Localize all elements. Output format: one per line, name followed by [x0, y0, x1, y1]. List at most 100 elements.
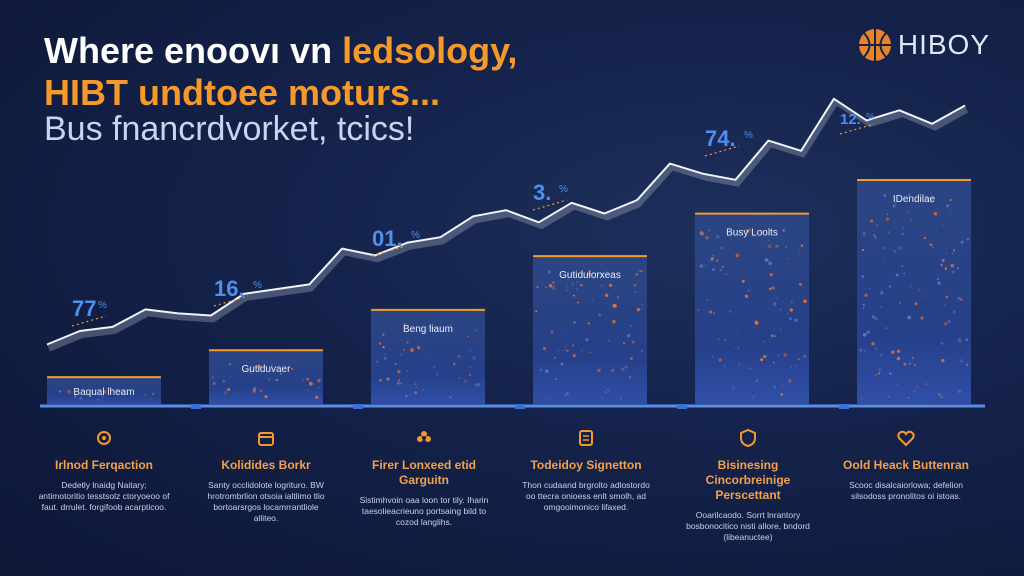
bar-sparkle [874, 347, 877, 350]
bar-sparkle [874, 317, 878, 320]
bar-sparkle [795, 365, 797, 367]
bar-sparkle [753, 326, 756, 329]
bar-sparkle [102, 395, 104, 397]
bar-sparkle [772, 361, 775, 364]
bar-sparkle [643, 271, 645, 273]
heart-icon [897, 430, 915, 447]
bar-sparkle [565, 349, 569, 352]
bar-sparkle [588, 272, 591, 276]
bar-sparkle [864, 349, 866, 352]
bar-sparkle [575, 280, 579, 284]
value-label: 16. [214, 276, 245, 301]
title-line1-white: Where enoovı vn [44, 30, 343, 71]
bar-sparkle [931, 243, 933, 246]
bar-sparkle [564, 393, 567, 397]
bar-sparkle [749, 228, 751, 231]
brand-logo: HIBOY [856, 26, 990, 64]
value-suffix: % [253, 280, 262, 291]
bar-sparkle [317, 378, 321, 383]
bar-sparkle [914, 364, 916, 366]
bar-sparkle [572, 354, 576, 357]
bar-sparkle [951, 252, 954, 255]
bar-sparkle [902, 227, 905, 230]
bar-sparkle [951, 270, 955, 274]
page-title: Where enoovı vn ledsology, HIBT undtoee … [44, 30, 517, 114]
bar-sparkle [264, 395, 268, 399]
bar-sparkle [773, 386, 776, 389]
bar-sparkle [249, 371, 252, 374]
bar-sparkle [467, 336, 469, 338]
bar-sparkle [777, 354, 780, 357]
bar-sparkle [732, 386, 736, 389]
calendar-icon [258, 432, 274, 446]
value-accent-dash [371, 245, 407, 257]
bar-sparkle [965, 338, 969, 342]
basketball-logo-icon [858, 29, 891, 61]
bar-sparkle [699, 264, 704, 268]
bar-sparkle [913, 390, 916, 392]
bar-sparkle [763, 355, 767, 359]
bar-sparkle [306, 389, 308, 391]
bar-sparkle [918, 289, 920, 291]
bar-sparkle [547, 270, 552, 274]
feature-title: Firer Lonxeed etid Garguitn [371, 458, 477, 487]
bar-sparkle [301, 379, 304, 382]
bar-sparkle [731, 384, 734, 387]
bar-sparkle [889, 372, 892, 375]
bar-sparkle [888, 285, 892, 288]
bar-sparkle [576, 301, 579, 304]
value-accent-dash [704, 145, 740, 157]
bar-sparkle [223, 390, 228, 395]
bar-sparkle [787, 258, 789, 260]
baseline-tick [353, 404, 363, 409]
category-label: Gutiduvaer [242, 364, 292, 375]
bar-sparkle [875, 374, 877, 376]
bar-sparkle [898, 246, 903, 250]
bar-sparkle [560, 362, 564, 366]
bar-sparkle [903, 272, 906, 275]
bar-sparkle [697, 309, 700, 312]
bar-sparkle [87, 393, 89, 395]
bar-sparkle [720, 247, 723, 249]
bar-sparkle [608, 339, 610, 342]
bar-sparkle [212, 381, 216, 386]
bar-sparkle [712, 268, 715, 271]
bar-sparkle [773, 328, 776, 330]
feature-item: Oold Heack Buttenran Scooc disalcaiorlowa… [836, 420, 976, 502]
feature-item: Todeidoy Signetton Thon cudaand brgrolto … [516, 420, 656, 513]
bar-sparkle [536, 285, 539, 289]
bar-sparkle [623, 342, 625, 345]
bar-sparkle [211, 375, 215, 379]
bar-sparkle [923, 295, 926, 297]
bar-sparkle [710, 257, 714, 261]
trend-line [46, 97, 966, 346]
bar-sparkle [957, 296, 961, 300]
bar-sparkle [730, 238, 732, 240]
bar-sparkle [858, 348, 863, 353]
bar-sparkle [911, 356, 914, 360]
bar-sparkle [416, 346, 421, 350]
bar-sparkle [712, 255, 714, 257]
value-label: 77 [72, 296, 96, 321]
bar-sparkle [629, 376, 632, 379]
bar-sparkle [789, 308, 793, 312]
bar-sparkle [632, 340, 635, 344]
bar-sparkle [457, 354, 461, 359]
bar-sparkle [788, 379, 792, 383]
bar-sparkle [878, 368, 882, 372]
bar-sparkle [802, 354, 807, 359]
bar-sparkle [403, 349, 405, 352]
bar-sparkle [235, 393, 238, 395]
bar-sparkle [400, 382, 403, 385]
trend-line-shadow [47, 98, 968, 352]
bar-sparkle [535, 310, 538, 313]
bar-sparkle [633, 283, 637, 287]
bar-sparkle [565, 391, 570, 396]
bar-sparkle [617, 296, 620, 299]
bar-sparkle [579, 283, 583, 287]
bar-sparkle [896, 356, 901, 361]
bar-sparkle [940, 395, 943, 399]
bar-sparkle [882, 246, 886, 250]
bar-sparkle [734, 347, 736, 349]
